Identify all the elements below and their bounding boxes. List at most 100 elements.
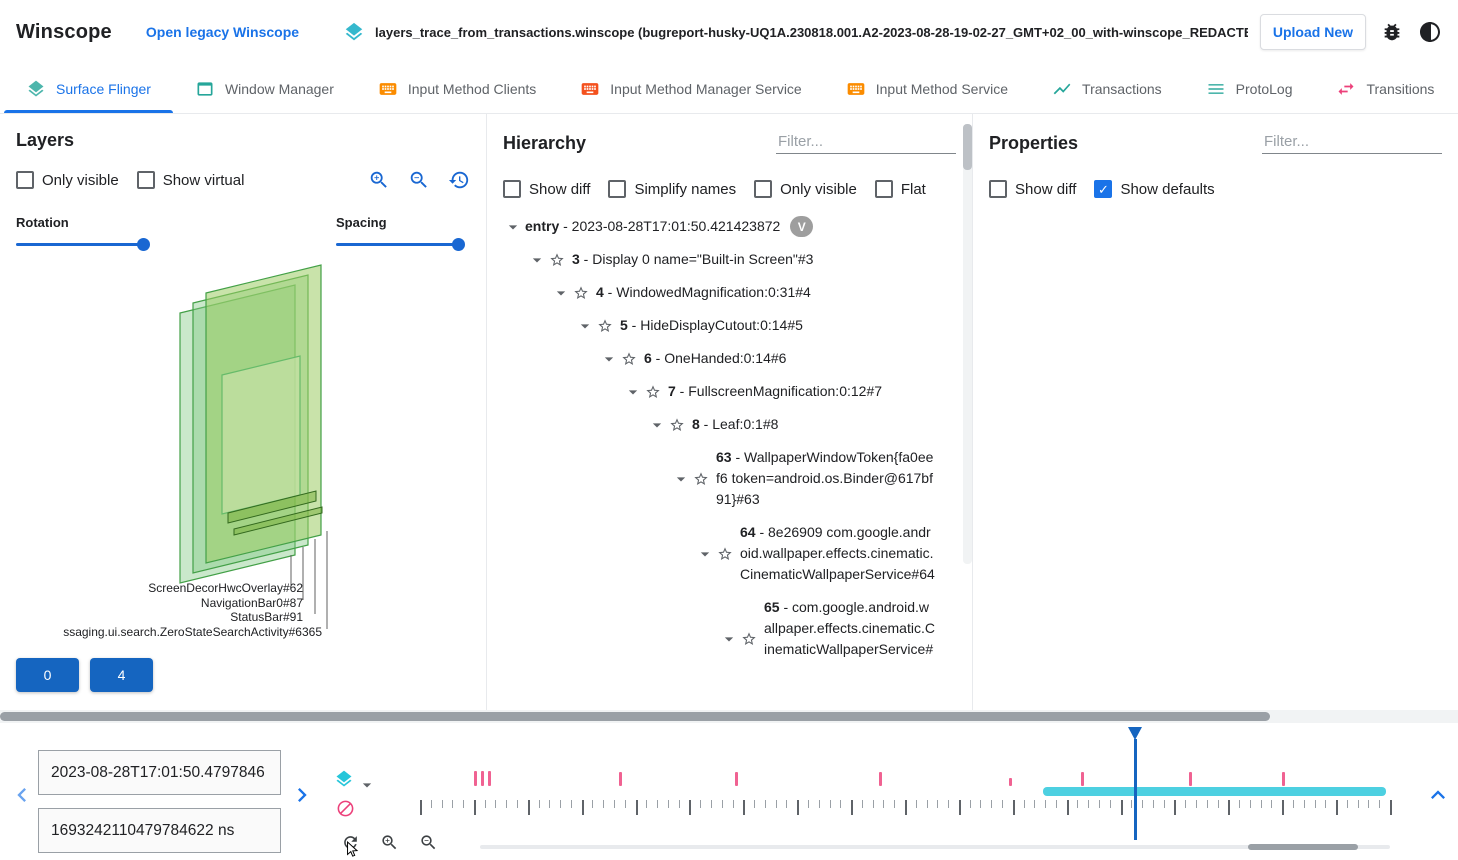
timeline-cursor-handle[interactable]	[1127, 727, 1142, 740]
collapse-timeline-button[interactable]	[1424, 781, 1452, 809]
timeline-resize-area	[0, 710, 1458, 723]
tree-node-64[interactable]: 64 - 8e26909 com.google.android.wallpape…	[695, 516, 936, 591]
tree-node-65[interactable]: 65 - com.google.android.wallpaper.effect…	[719, 591, 936, 662]
timestamp-input[interactable]: 2023-08-28T17:01:50.4797846	[38, 750, 281, 795]
tab-protolog[interactable]: ProtoLog	[1184, 64, 1315, 113]
trace-event-marker[interactable]	[487, 771, 491, 786]
tree-node-5[interactable]: 5 - HideDisplayCutout:0:14#5	[575, 309, 936, 342]
tree-node-3[interactable]: 3 - Display 0 name="Built-in Screen"#3	[527, 243, 936, 276]
tree-node-63[interactable]: 63 - WallpaperWindowToken{fa0eef6 token=…	[671, 441, 936, 516]
open-legacy-winscope-link[interactable]: Open legacy Winscope	[145, 24, 300, 40]
trace-event-marker[interactable]	[1080, 772, 1084, 786]
trace-event-marker[interactable]	[878, 772, 882, 786]
checkbox-show-defaults[interactable]: Show defaults	[1094, 180, 1215, 198]
trace-event-marker[interactable]	[1189, 772, 1193, 786]
hierarchy-scrollbar[interactable]	[963, 124, 972, 564]
next-entry-button[interactable]	[288, 781, 316, 809]
previous-entry-button[interactable]	[8, 781, 36, 809]
tree-node-6[interactable]: 6 - OneHanded:0:14#6	[599, 342, 936, 375]
transactions-trace-bar[interactable]	[1042, 787, 1387, 796]
caret-down-icon[interactable]	[671, 469, 691, 489]
tree-node-entry[interactable]: entry - 2023-08-28T17:01:50.421423872 V	[503, 210, 936, 243]
slider-thumb[interactable]	[451, 238, 465, 251]
ruler-tick	[420, 800, 422, 815]
timeline-canvas[interactable]	[420, 723, 1392, 860]
checkbox-simplify-names[interactable]: Simplify names	[608, 180, 736, 198]
timeline-scrollbar[interactable]	[480, 844, 1390, 850]
upload-new-button[interactable]: Upload New	[1259, 14, 1366, 50]
checkbox-unchecked[interactable]	[503, 180, 521, 198]
checkbox-show-diff[interactable]: Show diff	[989, 180, 1076, 198]
surface-flinger-trace-icon[interactable]	[334, 769, 354, 789]
slider-track[interactable]	[16, 238, 150, 251]
ruler-tick	[517, 800, 518, 808]
hierarchy-filter-input[interactable]	[776, 130, 956, 154]
ruler-tick	[646, 800, 648, 808]
tab-transitions[interactable]: Transitions	[1314, 64, 1456, 113]
checkbox-flat[interactable]: Flat	[874, 180, 926, 198]
restore-view-icon[interactable]	[448, 169, 470, 191]
checkbox-unchecked[interactable]	[754, 180, 773, 198]
checkbox-only-visible[interactable]: Only visible	[16, 171, 119, 189]
tree-node-4[interactable]: 4 - WindowedMagnification:0:31#4	[551, 276, 936, 309]
tab-transactions[interactable]: Transactions	[1030, 64, 1184, 113]
display-button-0[interactable]: 0	[16, 658, 79, 692]
timeline-scrollbar-thumb[interactable]	[1248, 844, 1358, 850]
tab-label: Input Method Manager Service	[610, 80, 802, 97]
caret-down-icon[interactable]	[551, 283, 571, 303]
tab-window-manager[interactable]: Window Manager	[173, 64, 356, 113]
timestamp-ns-input[interactable]: 1693242110479784622 ns	[38, 808, 281, 853]
tab-input-method-service[interactable]: Input Method Service	[824, 64, 1030, 113]
tab-input-method-manager-service[interactable]: Input Method Manager Service	[558, 64, 823, 113]
ruler-tick	[1174, 800, 1177, 815]
trace-event-marker[interactable]	[618, 772, 622, 786]
checkbox-unchecked[interactable]	[874, 180, 893, 198]
caret-down-icon[interactable]	[695, 544, 715, 564]
caret-down-icon[interactable]	[575, 316, 595, 336]
panel-resize-handle[interactable]	[0, 712, 1270, 721]
trace-event-marker[interactable]	[735, 772, 739, 786]
checkbox-checked[interactable]	[1094, 180, 1113, 198]
reset-zoom-icon[interactable]	[341, 833, 360, 852]
chevron-down-icon[interactable]	[357, 775, 377, 795]
properties-filter-input[interactable]	[1262, 130, 1442, 154]
trace-event-marker[interactable]	[1282, 772, 1286, 786]
zoom-out-icon[interactable]	[408, 169, 430, 191]
tree-node-label: 3 - Display 0 name="Built-in Screen"#3	[572, 251, 814, 267]
display-button-4[interactable]: 4	[90, 658, 153, 692]
slider-track[interactable]	[336, 238, 465, 251]
zoom-in-icon[interactable]	[368, 169, 390, 191]
caret-down-icon[interactable]	[527, 250, 547, 270]
slider-thumb[interactable]	[137, 238, 150, 251]
bug-report-icon[interactable]	[1381, 21, 1403, 43]
tab-surface-flinger[interactable]: Surface Flinger	[4, 64, 173, 113]
checkbox-only-visible[interactable]: Only visible	[754, 180, 857, 198]
checkbox-show-virtual[interactable]: Show virtual	[136, 171, 244, 189]
checkbox-unchecked[interactable]	[989, 180, 1007, 198]
tab-input-method-clients[interactable]: Input Method Clients	[356, 64, 558, 113]
caret-down-icon[interactable]	[647, 415, 667, 435]
timeline-zoom-in-icon[interactable]	[380, 833, 399, 852]
checkbox-unchecked[interactable]	[16, 171, 34, 189]
layers-3d-view[interactable]: ScreenDecorHwcOverlay#62NavigationBar0#8…	[0, 255, 487, 659]
tree-node-8[interactable]: 8 - Leaf:0:1#8	[647, 408, 936, 441]
checkbox-show-diff[interactable]: Show diff	[503, 180, 590, 198]
caret-down-icon[interactable]	[719, 629, 739, 649]
scrollbar-thumb[interactable]	[963, 124, 972, 170]
checkbox-unchecked[interactable]	[136, 171, 155, 189]
timeline-zoom-out-icon[interactable]	[419, 833, 438, 852]
hierarchy-panel: Hierarchy Show diff Simplify names Only vi…	[487, 114, 973, 710]
dark-mode-icon[interactable]	[1418, 20, 1442, 44]
trace-event-marker[interactable]	[474, 771, 478, 786]
caret-down-icon[interactable]	[599, 349, 619, 369]
timeline-cursor-line[interactable]	[1133, 739, 1137, 840]
checkbox-unchecked[interactable]	[608, 180, 627, 198]
trace-event-marker[interactable]	[481, 771, 485, 786]
ruler-tick	[775, 800, 777, 808]
layer-label: NavigationBar0#87	[201, 596, 303, 610]
caret-down-icon[interactable]	[503, 217, 523, 237]
caret-down-icon[interactable]	[623, 382, 643, 402]
trace-event-marker[interactable]	[1008, 778, 1012, 786]
transactions-trace-icon[interactable]	[336, 799, 355, 818]
tree-node-7[interactable]: 7 - FullscreenMagnification:0:12#7	[623, 375, 936, 408]
